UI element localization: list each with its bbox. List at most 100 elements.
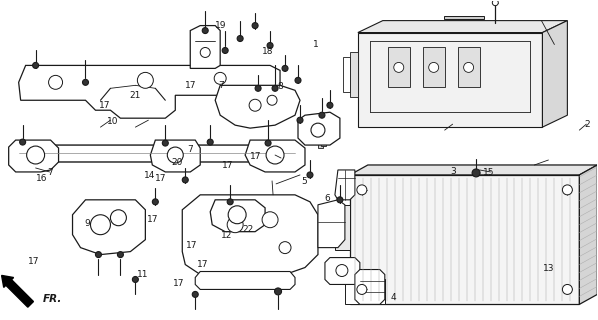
Circle shape: [327, 102, 333, 108]
Text: 6: 6: [325, 194, 331, 203]
Circle shape: [274, 288, 282, 295]
Text: FR.: FR.: [43, 294, 62, 304]
Circle shape: [117, 252, 123, 258]
Text: 9: 9: [84, 219, 90, 228]
Circle shape: [311, 123, 325, 137]
Circle shape: [337, 197, 343, 203]
Text: 15: 15: [483, 168, 495, 177]
Polygon shape: [100, 85, 165, 100]
Polygon shape: [150, 140, 200, 172]
Circle shape: [208, 139, 213, 145]
Text: 19: 19: [215, 21, 226, 30]
Polygon shape: [318, 200, 345, 248]
Circle shape: [111, 210, 126, 226]
Text: 16: 16: [35, 174, 47, 183]
Text: 17: 17: [173, 279, 184, 288]
Polygon shape: [324, 136, 329, 144]
Circle shape: [267, 95, 277, 105]
Polygon shape: [345, 279, 385, 304]
Polygon shape: [321, 138, 326, 146]
Circle shape: [357, 185, 367, 195]
Polygon shape: [457, 47, 480, 87]
Circle shape: [319, 112, 325, 118]
Circle shape: [20, 139, 26, 145]
Text: 18: 18: [263, 46, 274, 56]
Circle shape: [252, 23, 258, 28]
Circle shape: [266, 146, 284, 164]
Circle shape: [214, 72, 226, 84]
Polygon shape: [388, 47, 410, 87]
Text: 17: 17: [28, 257, 39, 266]
Polygon shape: [355, 269, 385, 304]
Polygon shape: [325, 258, 360, 284]
Circle shape: [27, 146, 45, 164]
Circle shape: [182, 177, 188, 183]
Polygon shape: [182, 195, 318, 275]
Circle shape: [200, 47, 210, 58]
Polygon shape: [9, 140, 59, 172]
Text: 17: 17: [222, 161, 233, 170]
Text: 5: 5: [301, 177, 307, 186]
Circle shape: [138, 72, 153, 88]
Text: 11: 11: [137, 269, 148, 279]
Circle shape: [282, 65, 288, 71]
Circle shape: [279, 242, 291, 253]
Circle shape: [90, 215, 111, 235]
Circle shape: [295, 77, 301, 83]
Text: 8: 8: [277, 82, 283, 91]
Polygon shape: [330, 132, 335, 140]
Polygon shape: [542, 20, 568, 127]
Circle shape: [297, 117, 303, 123]
Text: 17: 17: [251, 152, 262, 161]
Text: 7: 7: [218, 81, 224, 90]
Text: 21: 21: [129, 91, 141, 100]
Text: 13: 13: [542, 264, 554, 273]
Polygon shape: [444, 16, 484, 19]
Text: 17: 17: [147, 215, 158, 224]
Circle shape: [272, 85, 278, 91]
Polygon shape: [358, 20, 568, 33]
Circle shape: [562, 284, 572, 294]
Text: 2: 2: [584, 120, 590, 129]
Text: 1: 1: [313, 40, 319, 49]
Text: 20: 20: [171, 158, 182, 167]
Circle shape: [227, 217, 243, 233]
Text: 17: 17: [186, 241, 197, 250]
Text: 3: 3: [450, 167, 456, 176]
Polygon shape: [298, 112, 340, 145]
Polygon shape: [245, 140, 305, 172]
Circle shape: [255, 85, 261, 91]
Text: 7: 7: [188, 145, 193, 154]
Circle shape: [152, 199, 158, 205]
Circle shape: [463, 62, 474, 72]
Polygon shape: [19, 65, 280, 118]
Circle shape: [48, 76, 63, 89]
Circle shape: [202, 28, 208, 34]
Circle shape: [96, 252, 102, 258]
Circle shape: [357, 284, 367, 294]
Circle shape: [472, 169, 480, 177]
Polygon shape: [335, 170, 355, 200]
Polygon shape: [327, 134, 332, 142]
Polygon shape: [190, 26, 220, 68]
Text: 14: 14: [144, 171, 155, 180]
Circle shape: [192, 292, 198, 297]
Circle shape: [237, 36, 243, 42]
Circle shape: [492, 0, 498, 6]
Text: 4: 4: [390, 292, 396, 301]
Polygon shape: [358, 33, 542, 127]
Circle shape: [562, 185, 572, 195]
Circle shape: [249, 99, 261, 111]
Circle shape: [307, 172, 313, 178]
Polygon shape: [13, 145, 300, 162]
FancyArrow shape: [2, 276, 33, 307]
Circle shape: [167, 147, 183, 163]
Polygon shape: [350, 52, 358, 97]
Polygon shape: [210, 200, 265, 232]
Circle shape: [265, 140, 271, 146]
Polygon shape: [72, 200, 145, 255]
Polygon shape: [195, 271, 295, 289]
Text: 10: 10: [107, 116, 118, 126]
Polygon shape: [215, 85, 300, 128]
Circle shape: [267, 43, 273, 49]
